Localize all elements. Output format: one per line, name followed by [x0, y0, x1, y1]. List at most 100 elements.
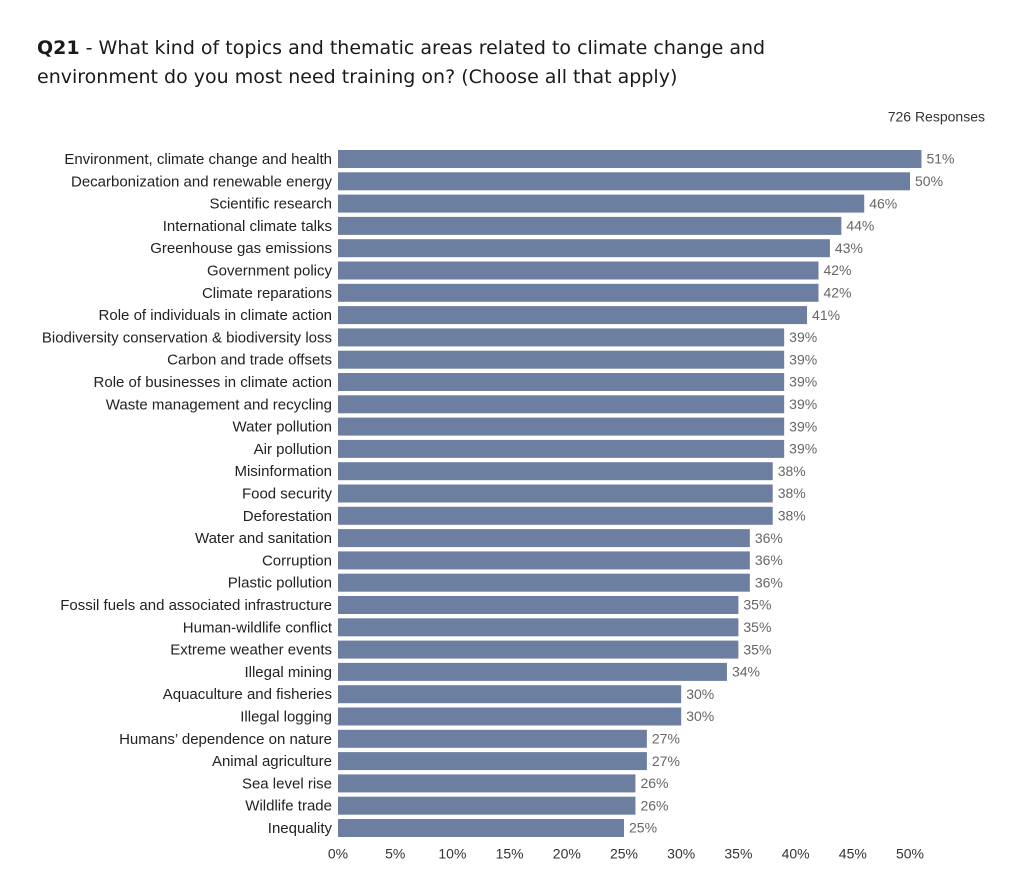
x-tick-label: 5% [385, 846, 405, 862]
x-tick-label: 20% [553, 846, 581, 862]
value-label: 51% [926, 151, 954, 167]
bar [338, 707, 682, 726]
y-tick-label: Government policy [207, 262, 333, 279]
value-label: 26% [640, 775, 668, 791]
y-tick-label: Food security [242, 485, 333, 502]
value-label: 39% [789, 329, 817, 345]
bar [338, 484, 773, 503]
y-tick-label: Greenhouse gas emissions [150, 240, 332, 257]
bar [338, 328, 785, 347]
y-tick-label: Aquaculture and fisheries [163, 686, 332, 703]
value-label: 44% [846, 218, 874, 234]
y-tick-label: Animal agriculture [212, 753, 332, 770]
bar [338, 551, 750, 570]
y-tick-label: Humans’ dependence on nature [119, 731, 332, 748]
bar [338, 172, 910, 191]
value-label: 35% [743, 597, 771, 613]
x-tick-label: 50% [896, 846, 924, 862]
y-tick-label: Biodiversity conservation & biodiversity… [42, 329, 332, 346]
x-tick-label: 25% [610, 846, 638, 862]
question-number: Q21 [37, 37, 80, 59]
value-label: 34% [732, 664, 760, 680]
bar [338, 752, 647, 771]
bar [338, 194, 865, 213]
value-label: 39% [789, 396, 817, 412]
y-tick-label: Wildlife trade [245, 798, 332, 815]
y-tick-label: Human-wildlife conflict [183, 619, 333, 636]
bar [338, 640, 739, 659]
bar [338, 529, 750, 548]
y-tick-label: Inequality [268, 820, 333, 837]
value-label: 27% [652, 753, 680, 769]
bar [338, 439, 785, 458]
value-label: 36% [755, 552, 783, 568]
y-tick-label: Air pollution [254, 441, 332, 458]
y-tick-label: Corruption [262, 552, 332, 569]
bar [338, 796, 636, 815]
y-tick-label: Environment, climate change and health [64, 151, 332, 168]
x-tick-label: 30% [667, 846, 695, 862]
x-tick-label: 45% [839, 846, 867, 862]
y-tick-label: Illegal logging [240, 708, 332, 725]
bar [338, 395, 785, 414]
bar [338, 774, 636, 793]
value-label: 36% [755, 574, 783, 590]
y-tick-label: Water pollution [233, 419, 333, 436]
question-text: - What kind of topics and thematic areas… [37, 37, 766, 88]
bar [338, 506, 773, 525]
subtitle: 726 Responses [888, 109, 985, 125]
y-tick-label: Deforestation [243, 508, 332, 525]
value-label: 42% [823, 285, 851, 301]
value-label: 42% [823, 262, 851, 278]
bar [338, 573, 750, 592]
bar [338, 662, 727, 681]
value-label: 27% [652, 731, 680, 747]
value-label: 38% [778, 508, 806, 524]
y-tick-label: Plastic pollution [228, 575, 332, 592]
y-tick-label: Role of businesses in climate action [94, 374, 332, 391]
value-label: 35% [743, 619, 771, 635]
y-tick-label: Illegal mining [244, 664, 332, 681]
bar [338, 729, 647, 748]
y-tick-label: Waste management and recycling [106, 396, 332, 413]
y-tick-label: Extreme weather events [170, 642, 332, 659]
value-label: 39% [789, 441, 817, 457]
bar [338, 618, 739, 637]
x-tick-label: 15% [496, 846, 524, 862]
y-tick-label: Water and sanitation [195, 530, 332, 547]
value-label: 39% [789, 351, 817, 367]
x-tick-label: 0% [328, 846, 348, 862]
value-label: 39% [789, 418, 817, 434]
chart-title: Q21 - What kind of topics and thematic a… [37, 34, 777, 92]
value-label: 26% [640, 797, 668, 813]
y-tick-label: Misinformation [234, 463, 332, 480]
bar [338, 306, 808, 325]
bar [338, 150, 922, 168]
bar [338, 819, 624, 837]
y-tick-label: International climate talks [163, 218, 332, 235]
y-tick-label: Decarbonization and renewable energy [71, 173, 333, 190]
bar [338, 462, 773, 481]
value-label: 50% [915, 173, 943, 189]
bar [338, 685, 682, 704]
y-tick-label: Role of individuals in climate action [99, 307, 332, 324]
y-tick-label: Sea level rise [242, 775, 332, 792]
bar [338, 261, 819, 280]
value-label: 38% [778, 463, 806, 479]
value-label: 25% [629, 820, 657, 836]
value-label: 30% [686, 708, 714, 724]
x-tick-label: 10% [438, 846, 466, 862]
y-tick-label: Fossil fuels and associated infrastructu… [60, 597, 332, 614]
value-label: 39% [789, 374, 817, 390]
value-label: 43% [835, 240, 863, 256]
bar [338, 239, 830, 258]
value-label: 36% [755, 530, 783, 546]
value-label: 41% [812, 307, 840, 323]
y-tick-label: Climate reparations [202, 285, 332, 302]
bar [338, 216, 842, 235]
value-label: 38% [778, 485, 806, 501]
x-tick-label: 35% [724, 846, 752, 862]
value-label: 30% [686, 686, 714, 702]
